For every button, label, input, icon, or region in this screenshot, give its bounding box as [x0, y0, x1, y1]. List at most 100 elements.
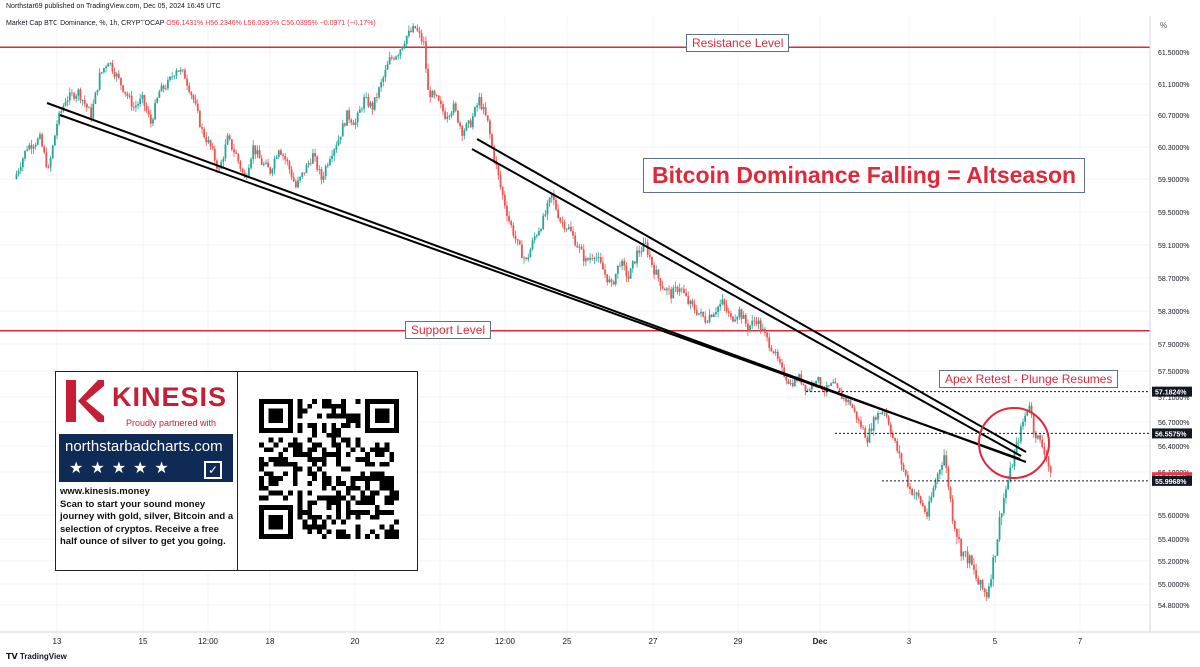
candle — [621, 258, 624, 271]
y-tick-label: 54.8000% — [1158, 603, 1190, 610]
candle — [608, 275, 611, 284]
candle — [998, 510, 1001, 543]
candle — [1043, 442, 1046, 458]
candle — [162, 84, 165, 93]
candle — [439, 96, 442, 109]
candle — [1032, 413, 1035, 438]
candle — [203, 126, 206, 139]
candle — [727, 308, 730, 318]
candle — [855, 411, 858, 423]
candle — [467, 119, 470, 129]
candle — [435, 94, 438, 97]
candle — [817, 376, 820, 384]
candle — [676, 285, 679, 295]
candle — [580, 244, 583, 250]
candle — [124, 91, 127, 97]
candle — [282, 152, 284, 161]
candle — [209, 139, 212, 151]
candle — [75, 93, 78, 103]
candle — [337, 135, 340, 147]
candle — [474, 106, 476, 118]
candle — [405, 35, 408, 48]
candle — [947, 465, 950, 491]
candle — [979, 579, 982, 591]
candle — [457, 109, 459, 124]
candle — [680, 287, 683, 294]
candle — [198, 109, 201, 128]
candle — [657, 268, 660, 282]
x-tick-label: 27 — [649, 637, 658, 646]
candle — [326, 162, 329, 169]
candle — [184, 67, 186, 79]
candle — [395, 55, 397, 61]
candle — [661, 280, 664, 290]
candle — [523, 255, 525, 264]
candle — [463, 128, 466, 140]
candle — [563, 219, 566, 233]
candle — [685, 288, 687, 297]
candle — [872, 415, 875, 436]
candle — [448, 114, 451, 120]
candle — [277, 149, 280, 159]
candle — [28, 142, 31, 151]
candle — [34, 142, 37, 150]
candle — [49, 155, 52, 172]
y-tick-label: 60.7000% — [1158, 113, 1190, 120]
candle — [269, 166, 272, 176]
trend-line — [59, 114, 1021, 460]
y-tick-label: 56.4000% — [1158, 444, 1190, 451]
candle — [305, 163, 308, 174]
candle — [343, 122, 346, 128]
candle — [665, 287, 668, 295]
candle — [768, 332, 771, 352]
candle — [644, 238, 647, 245]
candle — [659, 277, 662, 291]
candle — [602, 256, 604, 270]
unit-label: % — [1160, 21, 1167, 30]
candle — [132, 101, 135, 111]
candle — [546, 200, 549, 220]
candle — [958, 528, 960, 544]
candle — [149, 109, 152, 128]
candle — [484, 102, 487, 117]
candle — [137, 101, 139, 110]
promo-divider — [237, 372, 238, 570]
candle — [627, 270, 630, 283]
candle — [943, 449, 946, 467]
candle — [738, 306, 741, 320]
candle — [1011, 464, 1014, 468]
candle — [226, 133, 229, 146]
candle — [599, 252, 602, 264]
candle — [968, 554, 971, 569]
candle — [361, 106, 363, 113]
candle — [606, 274, 609, 286]
candle — [120, 77, 122, 91]
x-tick-label: 20 — [351, 637, 360, 646]
promo-url[interactable]: www.kinesis.money — [60, 486, 150, 497]
candle — [595, 252, 598, 262]
candle — [552, 189, 555, 206]
candle — [960, 537, 963, 561]
candle — [250, 157, 252, 171]
candle — [320, 166, 323, 185]
candle — [324, 164, 327, 180]
candle — [992, 554, 995, 587]
candle — [757, 317, 760, 330]
x-tick-label: 3 — [907, 637, 912, 646]
candle — [427, 63, 429, 90]
candle — [267, 158, 270, 168]
candle — [233, 143, 235, 158]
candle — [113, 67, 116, 80]
price-axis[interactable] — [1150, 16, 1200, 632]
candle — [248, 164, 250, 177]
candle — [924, 504, 926, 515]
kinesis-promo[interactable]: KINESIS Proudly partnered with northstar… — [55, 371, 418, 571]
candle — [693, 299, 696, 314]
qr-code-icon[interactable] — [259, 399, 399, 539]
candle — [160, 82, 163, 92]
candle — [207, 136, 210, 144]
candle — [92, 99, 95, 120]
candle — [565, 228, 568, 233]
candle — [557, 204, 560, 220]
